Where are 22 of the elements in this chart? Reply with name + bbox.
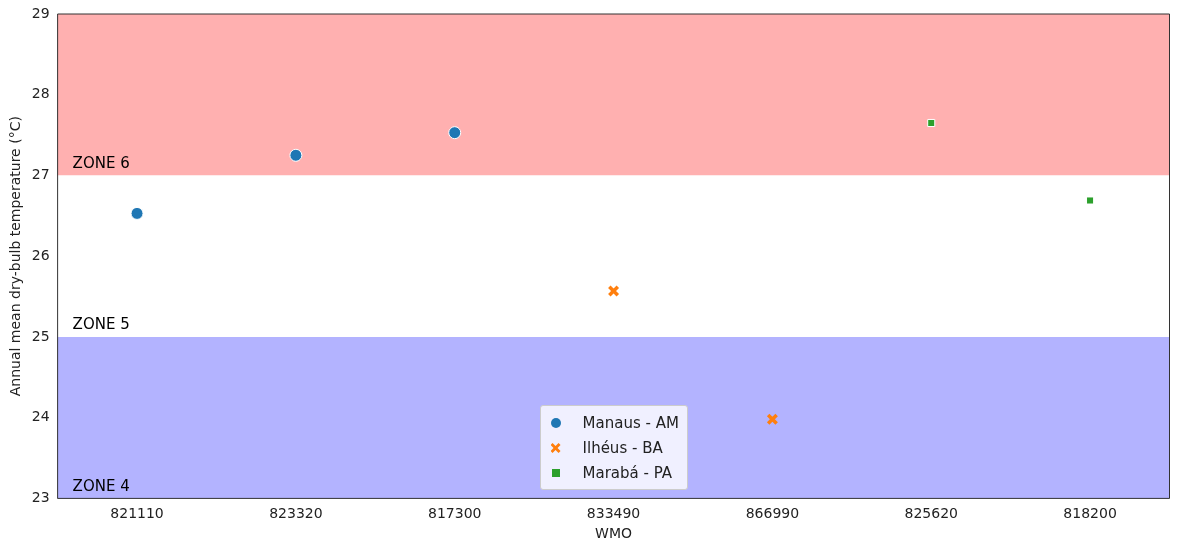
y-tick-label: 24	[31, 408, 50, 425]
x-tick-label: 866990	[745, 505, 800, 522]
band-label: ZONE 6	[72, 153, 130, 172]
x-tick-label: 823320	[269, 505, 323, 522]
x-axis-title: WMO	[595, 525, 633, 542]
x-tick-label: 821110	[110, 505, 164, 522]
y-axis-title: Annual mean dry-bulb temperature (°C)	[7, 116, 24, 397]
y-tick-label: 25	[31, 327, 50, 344]
y-tick-label: 28	[31, 85, 50, 102]
x-tick-label: 818200	[1063, 505, 1117, 522]
legend-label: Ilhéus - BA	[582, 438, 663, 457]
y-tick-label: 26	[31, 246, 50, 263]
x-tick-label: 825620	[904, 505, 958, 522]
y-tick-label: 27	[31, 166, 50, 183]
band-label: ZONE 5	[72, 315, 130, 334]
x-tick-label: 817300	[427, 505, 482, 522]
band-label: ZONE 4	[72, 476, 130, 495]
x-tick-label: 833490	[586, 505, 641, 522]
y-tick-label: 29	[31, 4, 50, 21]
legend-label: Marabá - PA	[582, 463, 673, 482]
legend-label: Manaus - AM	[582, 413, 679, 432]
y-tick-label: 23	[31, 489, 50, 506]
